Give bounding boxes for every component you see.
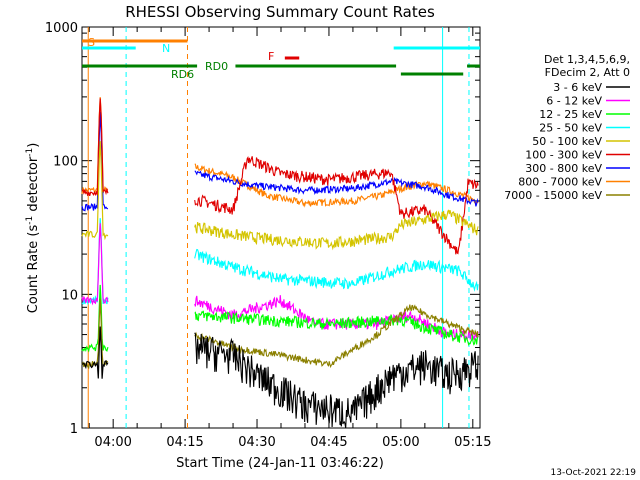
x-tick-label: 04:30 [238, 435, 275, 450]
y-tick-label: 1 [70, 422, 78, 437]
series-100-300-kev-trace-early [81, 98, 109, 197]
legend-label: 800 - 7000 keV [518, 176, 602, 189]
y-tick-label: 1000 [45, 21, 78, 36]
series-3-6-kev-trace-early [81, 326, 109, 379]
legend-label: 3 - 6 keV [553, 81, 602, 94]
y-axis-label: Count Rate (s-1 detector-1) [25, 143, 41, 314]
flag-label-s: S [88, 36, 95, 49]
plot-area: 1 10 100 1000 04:00 04:15 04:30 04:45 05:00 05:15… [45, 21, 492, 450]
series-3-6-kev-trace [194, 332, 479, 429]
flag-label-f: F [268, 50, 274, 63]
legend-label: 6 - 12 keV [546, 95, 602, 108]
series-50-100-kev-trace-early [81, 141, 109, 241]
flag-label-rd6: RD6 [171, 68, 194, 81]
series-100-300-kev-trace [194, 156, 479, 255]
series-300-800-kev-trace-early [81, 111, 109, 212]
x-tick-label: 05:00 [382, 435, 419, 450]
flag-label-n: N [162, 42, 170, 55]
legend-header-line: FDecim 2, Att 0 [545, 66, 630, 79]
legend-label: 100 - 300 keV [525, 149, 602, 162]
legend-label: 25 - 50 keV [539, 122, 602, 135]
x-axis-label: Start Time (24-Jan-11 03:46:22) [176, 456, 384, 471]
series-800-7000-kev-trace-early [81, 97, 109, 194]
footer-date: 13-Oct-2021 22:19 [551, 468, 637, 478]
legend-label: 7000 - 15000 keV [504, 189, 602, 202]
y-tick-label: 100 [53, 155, 78, 170]
y-axis-label-sup-2: -1 [25, 148, 35, 157]
y-axis-label-end: ) [26, 143, 41, 148]
legend-header-line: Det 1,3,4,5,6,9, [544, 53, 630, 66]
x-tick-label: 04:00 [94, 435, 131, 450]
series-50-100-kev-trace [194, 209, 479, 251]
y-axis-label-mid: detector [26, 156, 41, 216]
chart-title: RHESSI Observing Summary Count Rates [125, 3, 435, 21]
flag-label-rd0: RD0 [205, 60, 228, 73]
y-axis-label-main: Count Rate (s [26, 225, 41, 314]
y-axis-label-sup-1: -1 [25, 216, 35, 225]
y-tick-label: 10 [61, 288, 78, 303]
x-tick-label: 04:15 [166, 435, 203, 450]
series-800-7000-kev-trace [194, 163, 479, 208]
legend-label: 300 - 800 keV [525, 162, 602, 175]
series-300-800-kev-trace [194, 170, 479, 207]
legend-label: 50 - 100 keV [532, 135, 602, 148]
legend: Det 1,3,4,5,6,9,FDecim 2, Att 0 3 - 6 keV… [504, 53, 630, 202]
series-7000-15000-kev-trace [194, 304, 479, 369]
x-tick-label: 05:15 [454, 435, 491, 450]
series-12-25-kev-trace [194, 310, 479, 346]
series-25-50-kev-trace [194, 248, 479, 292]
series-6-12-kev-trace-early [81, 223, 109, 306]
x-tick-label: 04:45 [310, 435, 347, 450]
series-12-25-kev-trace-early [81, 284, 109, 353]
legend-label: 12 - 25 keV [539, 108, 602, 121]
